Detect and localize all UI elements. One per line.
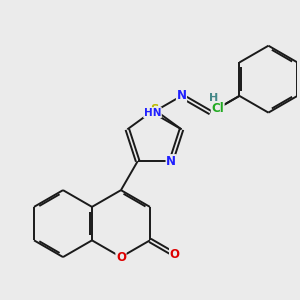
Text: H: H [209,93,218,103]
Text: HN: HN [144,108,161,118]
Text: N: N [176,89,187,102]
Text: O: O [169,248,180,261]
Text: S: S [150,103,159,116]
Text: O: O [116,250,126,264]
Text: N: N [166,155,176,168]
Text: Cl: Cl [211,102,224,115]
